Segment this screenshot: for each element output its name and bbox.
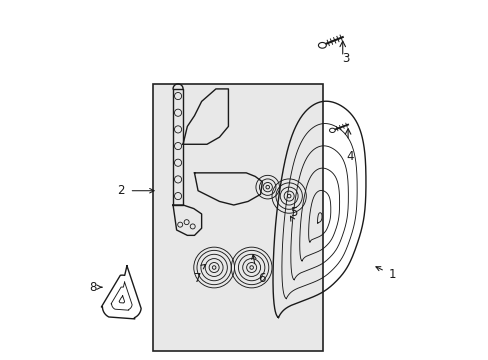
Text: 8: 8 [89,281,97,294]
Text: 2: 2 [117,184,125,197]
Text: 1: 1 [388,268,396,281]
Text: 5: 5 [289,206,297,219]
Text: 7: 7 [194,272,202,285]
Text: 4: 4 [346,150,353,163]
Bar [153,84,323,351]
Text: 6: 6 [257,272,265,285]
Text: 3: 3 [342,52,349,65]
